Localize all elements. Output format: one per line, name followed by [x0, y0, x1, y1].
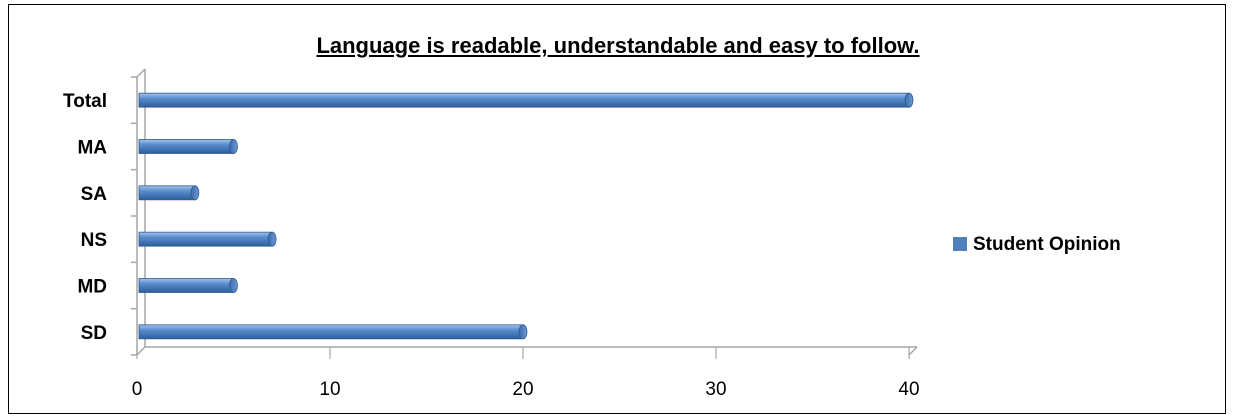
floor-corner-edge — [136, 346, 146, 356]
category-label: MA — [77, 138, 107, 159]
bar-end-cap — [190, 185, 200, 201]
legend-label: Student Opinion — [973, 234, 1121, 255]
bar-body — [138, 139, 234, 154]
bar — [138, 92, 914, 108]
x-tick-label: 20 — [512, 379, 533, 400]
category-label: NS — [81, 230, 107, 251]
x-tick-label: 40 — [898, 379, 919, 400]
category-label: SA — [81, 184, 108, 205]
bar — [138, 185, 200, 201]
bar-body — [138, 92, 910, 108]
bar-chart-plot: 0 10 20 30 40 SD MD NS SA MA Total Student Opinion — [63, 68, 1121, 400]
chart-title: Language is readable, understandable and… — [316, 33, 920, 58]
bar-end-cap — [518, 324, 528, 340]
category-label: Total — [63, 91, 107, 112]
bar-body — [138, 324, 524, 340]
x-tick-label: 30 — [705, 379, 726, 400]
bar — [138, 139, 238, 154]
floor-right-edge — [908, 346, 918, 356]
bar — [138, 231, 277, 247]
bar — [138, 278, 238, 293]
bar-body — [138, 231, 273, 247]
x-tick-label: 0 — [132, 379, 143, 400]
bar-body — [138, 185, 196, 201]
category-label: MD — [77, 277, 107, 298]
x-tick-label: 10 — [319, 379, 340, 400]
bar-end-cap — [229, 139, 238, 154]
legend-swatch — [953, 237, 967, 251]
bar-end-cap — [904, 92, 914, 108]
bar — [138, 324, 528, 340]
category-label: SD — [81, 323, 107, 344]
bar-end-cap — [267, 231, 277, 247]
bar-body — [138, 278, 234, 293]
wall-top-edge — [136, 68, 146, 78]
chart-area: Language is readable, understandable and… — [8, 4, 1226, 414]
bar-end-cap — [229, 278, 238, 293]
